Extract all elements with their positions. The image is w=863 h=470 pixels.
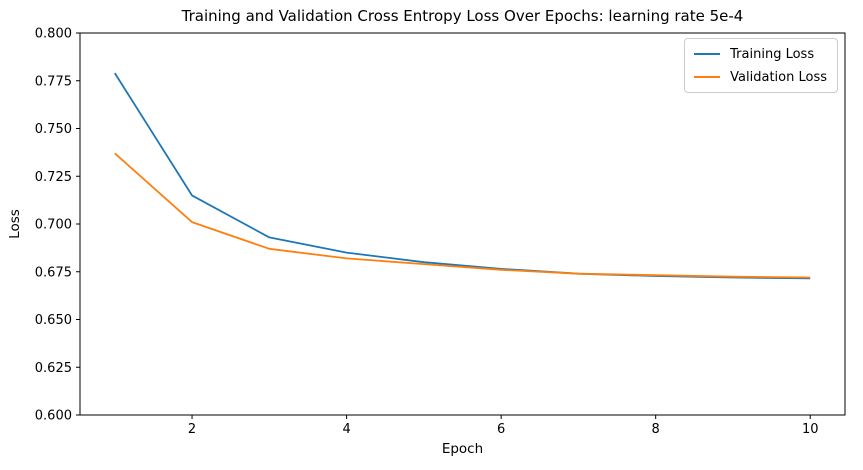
- y-tick-label: 0.650: [35, 313, 72, 328]
- y-tick-label: 0.625: [35, 361, 72, 376]
- chart-title: Training and Validation Cross Entropy Lo…: [181, 7, 744, 25]
- x-tick-label: 2: [188, 422, 196, 437]
- legend: Training Loss Validation Loss: [684, 38, 838, 93]
- series-line-validation-loss: [114, 152, 811, 279]
- x-axis-label: Epoch: [441, 441, 484, 457]
- legend-entry-training: Training Loss: [694, 45, 827, 63]
- y-tick-label: 0.600: [35, 409, 72, 424]
- legend-label-validation: Validation Loss: [730, 69, 827, 85]
- y-tick-label: 0.700: [35, 218, 72, 233]
- x-tick-label: 8: [652, 422, 660, 437]
- legend-label-training: Training Loss: [730, 46, 815, 62]
- validation-loss-line-swatch: [694, 76, 721, 78]
- training-loss-line-swatch: [694, 53, 721, 55]
- legend-entry-validation: Validation Loss: [694, 68, 827, 86]
- series-line-training-loss: [114, 72, 811, 280]
- y-tick-label: 0.675: [35, 265, 72, 280]
- y-tick-label: 0.750: [35, 122, 72, 137]
- x-tick-label: 10: [802, 422, 819, 437]
- x-tick-label: 6: [497, 422, 505, 437]
- y-tick-label: 0.775: [35, 74, 72, 89]
- y-tick-label: 0.725: [35, 170, 72, 185]
- x-tick-label: 4: [342, 422, 350, 437]
- y-tick-label: 0.800: [35, 27, 72, 42]
